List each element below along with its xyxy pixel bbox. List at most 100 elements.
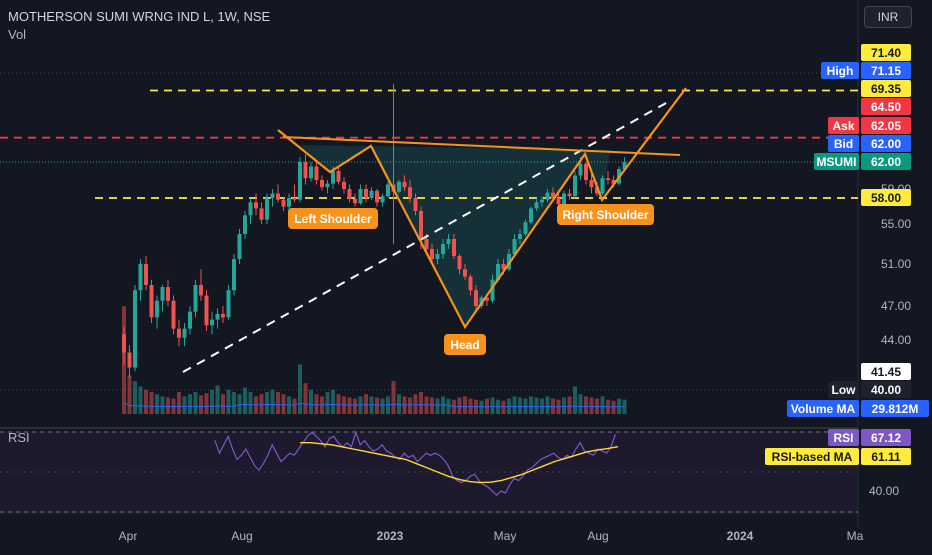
candle-body bbox=[182, 328, 187, 338]
candle-body bbox=[463, 269, 467, 277]
candle-body bbox=[441, 244, 445, 254]
volume-ma-label-box bbox=[787, 400, 859, 417]
candle-body bbox=[259, 208, 264, 220]
volume-bar bbox=[611, 400, 616, 414]
volume-bar bbox=[210, 389, 214, 414]
volume-bar bbox=[265, 392, 269, 414]
symbol-title: MOTHERSON SUMI WRNG IND L, 1W, NSE bbox=[8, 9, 271, 24]
candle-body bbox=[468, 276, 473, 291]
annotation-label: Right Shoulder bbox=[563, 208, 649, 222]
candle-body bbox=[419, 211, 423, 239]
volume-bar bbox=[419, 392, 423, 414]
price-tag-value: 41.45 bbox=[871, 365, 901, 379]
candle-body bbox=[320, 180, 324, 188]
candle-body bbox=[545, 192, 550, 200]
candle-body bbox=[204, 295, 209, 326]
candle-body bbox=[221, 313, 225, 318]
rsi-ma-line bbox=[300, 442, 619, 484]
rsi-tag-label: RSI-based MA bbox=[772, 450, 853, 464]
volume-bar bbox=[309, 389, 313, 414]
price-tag-label-box bbox=[828, 117, 859, 134]
volume-bar bbox=[166, 397, 170, 414]
volume-bar bbox=[512, 396, 517, 414]
price-tag-box bbox=[861, 98, 911, 115]
annotation-label: Left Shoulder bbox=[294, 212, 372, 226]
candle-body bbox=[248, 202, 253, 216]
candle-body bbox=[452, 239, 456, 256]
candle-body bbox=[276, 193, 280, 200]
candle-body bbox=[512, 239, 517, 254]
candle-body bbox=[540, 199, 544, 203]
y-tick-label: 55.00 bbox=[881, 217, 911, 231]
candle-body bbox=[595, 187, 599, 194]
price-tag-label: MSUMI bbox=[817, 155, 857, 169]
neckline bbox=[282, 136, 681, 156]
candle-body bbox=[358, 189, 363, 204]
volume-bar bbox=[193, 392, 198, 414]
candle-body bbox=[342, 181, 346, 189]
volume-bar bbox=[501, 400, 506, 414]
candle-body bbox=[210, 319, 214, 326]
rsi-tick-label: 40.00 bbox=[869, 484, 899, 498]
price-tag-label-box bbox=[814, 153, 859, 170]
y-tick-label: 44.00 bbox=[881, 333, 911, 347]
price-tag-box bbox=[861, 80, 911, 97]
candle-body bbox=[265, 198, 269, 220]
candle-body bbox=[122, 334, 126, 353]
rsi-tag-box bbox=[861, 429, 911, 446]
volume-bar bbox=[199, 395, 203, 414]
volume-bar bbox=[490, 397, 495, 414]
price-tag-label: Ask bbox=[832, 119, 854, 133]
candle-body bbox=[281, 199, 286, 207]
volume-bar bbox=[562, 397, 566, 414]
volume-bar bbox=[237, 394, 242, 414]
candle-body bbox=[402, 181, 407, 188]
price-tag-box bbox=[861, 62, 911, 79]
volume-bar bbox=[144, 389, 148, 414]
volume-bar bbox=[177, 392, 181, 414]
volume-bar bbox=[127, 375, 132, 414]
volume-bar bbox=[413, 394, 418, 414]
price-tag-label: High bbox=[827, 64, 854, 78]
annotation-box bbox=[557, 204, 654, 225]
candle-body bbox=[171, 300, 176, 329]
rsi-legend: RSI bbox=[8, 430, 30, 445]
x-tick-label: Aug bbox=[231, 529, 252, 543]
price-tag-value: 58.00 bbox=[871, 191, 901, 205]
volume-bar bbox=[534, 397, 539, 414]
volume-bar bbox=[573, 386, 577, 414]
volume-bar bbox=[435, 398, 440, 414]
x-tick-label: May bbox=[494, 529, 517, 543]
volume-bar bbox=[138, 386, 143, 414]
candle-body bbox=[331, 171, 335, 184]
candle-body bbox=[287, 198, 291, 207]
price-tag-label-box bbox=[828, 135, 859, 152]
volume-bar bbox=[347, 397, 352, 414]
x-tick-label: Ma bbox=[847, 529, 864, 543]
currency-selector[interactable]: INR bbox=[864, 6, 912, 28]
volume-bar bbox=[270, 389, 275, 414]
candle-body bbox=[556, 198, 561, 205]
volume-bar bbox=[226, 389, 231, 414]
volume-bar bbox=[479, 400, 484, 414]
rsi-background bbox=[0, 431, 858, 514]
candle-body bbox=[474, 290, 478, 306]
volume-bar bbox=[331, 389, 335, 414]
volume-bar bbox=[622, 399, 627, 414]
pattern-line bbox=[277, 87, 687, 330]
volume-bar bbox=[430, 397, 434, 414]
volume-bar bbox=[353, 398, 357, 414]
candle-body bbox=[364, 189, 368, 198]
volume-bar bbox=[204, 393, 209, 414]
candle-body bbox=[347, 189, 352, 199]
volume-bar bbox=[215, 385, 220, 414]
candle-body bbox=[606, 178, 610, 180]
candle-body bbox=[430, 249, 434, 259]
candle-body bbox=[567, 193, 572, 197]
price-tag-box bbox=[861, 189, 911, 206]
volume-ma-value: 29.812M bbox=[872, 402, 919, 416]
candle-body bbox=[518, 234, 522, 239]
candle-body bbox=[490, 279, 495, 301]
